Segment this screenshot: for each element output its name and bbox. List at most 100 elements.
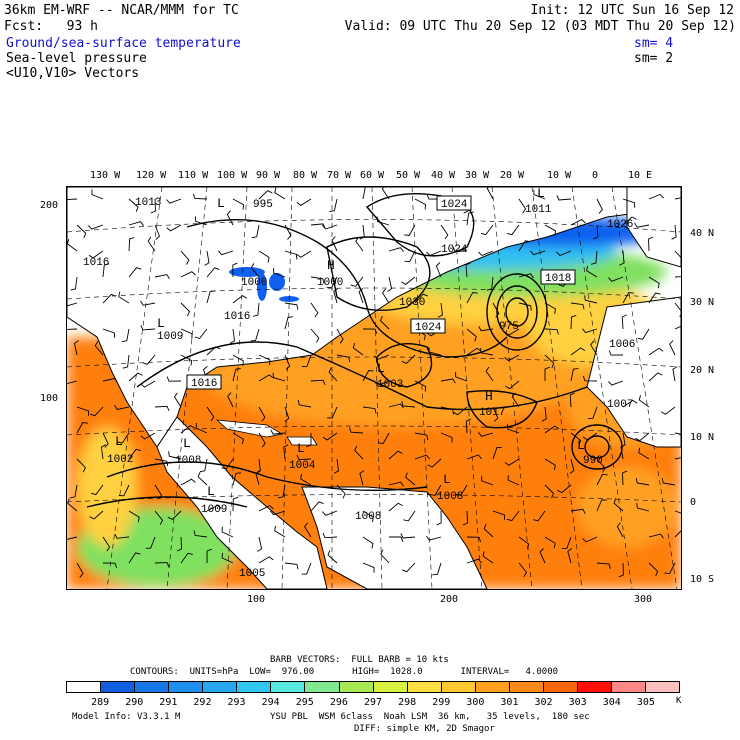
wind-barb — [258, 504, 274, 512]
lat-label: 10 S — [690, 574, 715, 585]
lon-label: 90 W — [256, 170, 281, 181]
lon-label: 0 — [592, 170, 599, 181]
wind-barb — [544, 458, 556, 471]
wind-barb — [582, 432, 598, 441]
wind-barb — [479, 347, 494, 356]
colorbar-swatch — [203, 682, 238, 692]
pressure-label: 1006 — [609, 339, 635, 351]
colorbar-label: 293 — [227, 697, 246, 708]
lon-label: 30 W — [465, 170, 490, 181]
wind-barb — [557, 484, 572, 494]
lon-label: 120 W — [136, 170, 167, 181]
lon-line — [491, 187, 533, 589]
pressure-label: 1003 — [377, 379, 403, 391]
wind-barb — [518, 198, 527, 214]
lon-line — [531, 187, 583, 589]
colorbar-label: 296 — [329, 697, 348, 708]
land-hispaniola — [286, 436, 318, 446]
wind-barb — [145, 536, 156, 549]
wind-barb — [257, 536, 263, 552]
wind-barb — [504, 328, 520, 336]
wind-barb — [278, 484, 286, 499]
wind-barb — [569, 392, 575, 408]
wind-barb — [354, 445, 364, 460]
wind-barb — [504, 354, 520, 362]
wind-barb — [229, 328, 235, 344]
wind-barb — [506, 224, 520, 236]
wind-barb — [613, 498, 624, 512]
wind-barb — [648, 276, 660, 289]
colorbar-swatch — [509, 682, 544, 692]
wind-barb — [660, 406, 676, 415]
pressure-label: 1002 — [107, 454, 133, 466]
lat-label: 40 N — [690, 228, 715, 239]
lon-label: 10 W — [547, 170, 572, 181]
wind-barb — [284, 316, 294, 330]
wind-barb — [331, 236, 338, 252]
wind-barb — [296, 250, 312, 258]
wind-barb — [333, 288, 339, 304]
wind-barb — [362, 187, 370, 200]
wind-barb — [672, 366, 678, 382]
isobar — [486, 273, 548, 351]
pressure-label-box — [436, 195, 472, 211]
wind-barb — [426, 535, 442, 541]
lon-label: 50 W — [396, 170, 421, 181]
wind-barb — [304, 522, 312, 538]
wind-barb — [154, 224, 161, 240]
wind-barb — [297, 399, 312, 408]
wind-barb — [674, 250, 681, 265]
pressure-label-box — [540, 269, 576, 285]
wind-barb — [206, 406, 215, 422]
wind-barb — [274, 187, 286, 200]
wind-barb — [570, 367, 579, 382]
grid-tick-bottom: 100 — [247, 594, 266, 605]
wind-barb — [176, 536, 183, 552]
wind-barb — [258, 432, 266, 448]
colorbar — [66, 681, 680, 693]
wind-barb — [272, 372, 286, 382]
wind-barb — [637, 328, 650, 340]
wind-barb — [301, 354, 312, 367]
wind-barb — [232, 198, 245, 210]
wind-barb — [250, 263, 260, 278]
wind-barb — [518, 273, 534, 279]
wind-barb — [518, 536, 530, 550]
wind-barb — [634, 222, 650, 228]
wind-barb — [544, 484, 555, 499]
wind-barb — [362, 406, 377, 414]
wind-barb — [221, 552, 234, 564]
pressure-label: 1024 — [415, 322, 442, 334]
wind-barb — [567, 548, 573, 564]
grid-tick-bottom: 300 — [634, 594, 653, 605]
wind-barb — [596, 499, 607, 512]
wind-barb — [648, 533, 664, 539]
wind-barb — [533, 510, 546, 522]
contours-info: CONTOURS: UNITS=hPa LOW= 976.00 HIGH= 10… — [130, 667, 559, 677]
wind-barb — [622, 399, 638, 408]
wind-barb — [648, 193, 664, 200]
ocean-green-fill — [77, 427, 137, 547]
wind-barb — [622, 292, 634, 304]
wind-barb — [570, 302, 585, 310]
wind-barb — [388, 403, 404, 409]
wind-barb — [206, 548, 212, 564]
wind-barb — [128, 552, 141, 564]
colorbar-swatch — [373, 682, 408, 692]
wind-barb — [102, 377, 118, 383]
wind-barb — [381, 187, 390, 200]
wind-barb — [440, 378, 456, 384]
lake-michigan — [257, 273, 267, 301]
wind-barb — [232, 496, 239, 512]
wind-barb — [284, 250, 298, 260]
pressure-label: 990 — [583, 455, 603, 467]
wind-barb — [88, 250, 104, 259]
wind-barb — [67, 302, 78, 307]
pressure-label: L — [577, 438, 585, 453]
pressure-label: 1013 — [135, 197, 161, 209]
isobar — [466, 390, 538, 429]
lake-superior — [229, 267, 265, 277]
wind-barb — [252, 302, 260, 317]
wind-barb — [168, 451, 182, 460]
wind-barb — [664, 562, 676, 575]
